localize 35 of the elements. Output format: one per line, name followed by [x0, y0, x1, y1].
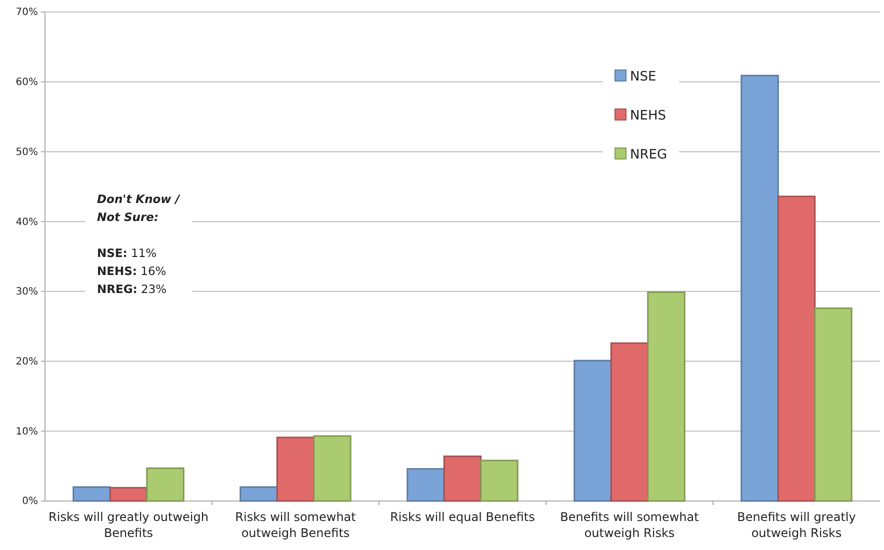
bar — [480, 460, 518, 502]
bar — [814, 307, 852, 502]
annotation: NEHS: 16% — [97, 264, 166, 278]
x-tick-label: Benefits will somewhat outweigh Risks — [560, 510, 700, 540]
annotation: Don't Know / Not Sure: — [97, 192, 180, 224]
bar — [647, 291, 686, 502]
bar — [740, 74, 779, 502]
bar — [777, 196, 816, 502]
bar — [313, 435, 352, 502]
annotation: NREG: 23% — [97, 282, 167, 296]
bar — [109, 486, 148, 502]
bar — [406, 468, 445, 502]
bar — [276, 436, 315, 502]
legend-label: NSE — [630, 70, 656, 84]
x-tick-label: Benefits will greatly outweigh Risks — [737, 510, 856, 540]
y-tick-label: 70% — [16, 7, 38, 18]
y-tick-label: 30% — [16, 286, 38, 298]
y-tick-label: 0% — [22, 496, 38, 508]
legend-label: NEHS — [630, 108, 666, 124]
x-tick-label: Risks will equal Benefits — [390, 510, 535, 524]
bar — [240, 486, 278, 502]
y-tick-label: 50% — [16, 146, 38, 158]
y-tick-label: 60% — [16, 77, 38, 88]
x-tick-label: Risks will greatly outweigh Benefits — [48, 510, 208, 540]
bar — [72, 486, 111, 502]
y-tick-label: 10% — [16, 426, 38, 438]
bar — [443, 456, 482, 502]
y-tick-label: 40% — [16, 216, 38, 228]
legend-label: NREG — [630, 148, 668, 162]
bar — [146, 467, 184, 502]
bar — [610, 342, 649, 502]
bar — [574, 360, 612, 502]
x-tick-label: Risks will somewhat outweigh Benefits — [235, 510, 356, 540]
y-tick-label: 20% — [16, 356, 38, 368]
annotation: NSE: 11% — [97, 246, 157, 260]
